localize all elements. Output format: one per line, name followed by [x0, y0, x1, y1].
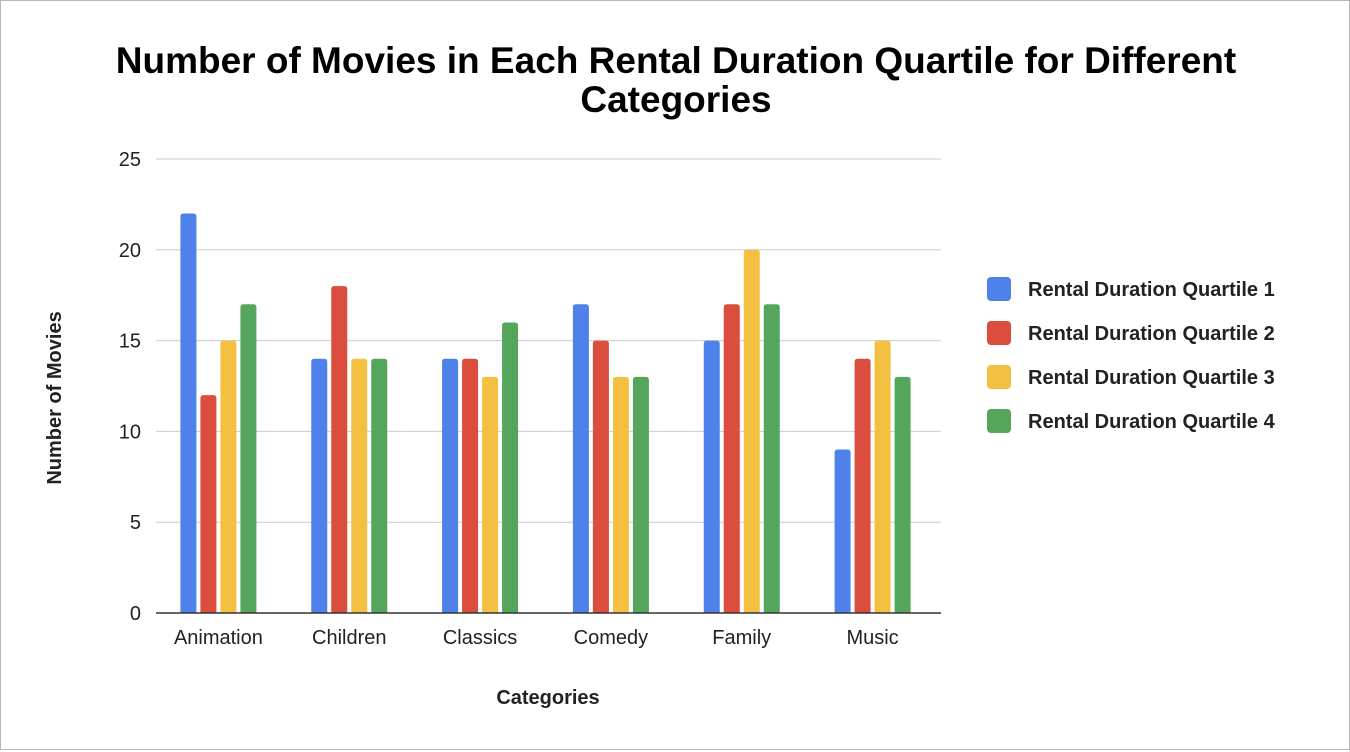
bar — [311, 358, 328, 613]
legend-swatch — [987, 365, 1011, 389]
x-tick-label: Animation — [174, 627, 263, 649]
y-tick-label: 25 — [119, 149, 141, 171]
x-axis-title: Categories — [496, 687, 599, 709]
bar — [442, 358, 459, 613]
bar — [572, 304, 589, 613]
x-tick-label: Music — [846, 627, 898, 649]
legend: Rental Duration Quartile 1 Rental Duratio… — [987, 277, 1276, 433]
bar — [592, 340, 609, 613]
bar — [502, 322, 519, 613]
legend-swatch — [987, 321, 1011, 345]
y-tick-label: 15 — [119, 331, 141, 353]
bar — [703, 340, 720, 613]
legend-swatch — [987, 409, 1011, 433]
bar — [874, 340, 891, 613]
legend-label: Rental Duration Quartile 3 — [1028, 367, 1275, 389]
bar — [371, 358, 388, 613]
y-tick-label: 20 — [119, 240, 141, 262]
gridlines — [156, 158, 941, 523]
y-axis-ticks: 0 5 10 15 20 25 — [119, 149, 141, 625]
bar — [331, 286, 348, 613]
bar — [763, 304, 780, 613]
bar — [220, 340, 237, 613]
y-tick-label: 0 — [130, 603, 141, 625]
x-axis-ticks: Animation Children Classics Comedy Family Mus… — [174, 627, 899, 649]
bar — [240, 304, 257, 613]
bar — [351, 358, 368, 613]
x-tick-label: Family — [712, 627, 771, 649]
y-tick-label: 5 — [130, 512, 141, 534]
y-axis-title: Number of Movies — [44, 311, 66, 484]
bars — [180, 213, 911, 614]
bar — [462, 358, 479, 613]
bar — [612, 376, 629, 613]
y-tick-label: 10 — [119, 421, 141, 443]
bar — [723, 304, 740, 613]
bar — [834, 449, 851, 613]
x-tick-label: Children — [312, 627, 386, 649]
bar — [200, 395, 217, 613]
legend-label: Rental Duration Quartile 4 — [1028, 411, 1276, 433]
legend-swatch — [987, 277, 1011, 301]
legend-label: Rental Duration Quartile 1 — [1028, 279, 1275, 301]
bar — [743, 249, 760, 614]
bar — [854, 358, 871, 613]
bar — [180, 213, 197, 614]
x-tick-label: Comedy — [574, 627, 648, 649]
legend-label: Rental Duration Quartile 2 — [1028, 323, 1275, 345]
bar — [482, 376, 499, 613]
chart-title: Number of Movies in Each Rental Duration… — [115, 40, 1237, 120]
x-tick-label: Classics — [443, 627, 517, 649]
bar — [632, 376, 649, 613]
bar — [894, 376, 911, 613]
